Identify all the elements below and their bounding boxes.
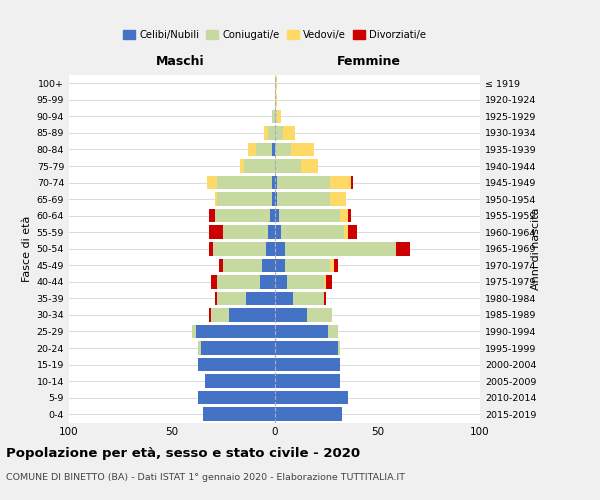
Bar xyxy=(307,308,332,322)
Bar xyxy=(275,258,285,272)
Bar xyxy=(244,159,275,173)
Bar xyxy=(287,275,324,288)
Bar xyxy=(330,192,346,206)
Bar xyxy=(277,176,330,190)
Bar xyxy=(192,324,196,338)
Bar xyxy=(275,292,293,305)
Bar xyxy=(330,176,350,190)
Bar xyxy=(291,142,314,156)
Text: COMUNE DI BINETTO (BA) - Dati ISTAT 1° gennaio 2020 - Elaborazione TUTTITALIA.IT: COMUNE DI BINETTO (BA) - Dati ISTAT 1° g… xyxy=(6,472,405,482)
Bar xyxy=(217,275,260,288)
Bar xyxy=(275,93,277,106)
Bar xyxy=(200,342,275,355)
Bar xyxy=(268,126,275,140)
Bar xyxy=(275,342,338,355)
Bar xyxy=(349,226,357,239)
Bar xyxy=(293,292,324,305)
Bar xyxy=(229,308,275,322)
Bar xyxy=(285,242,396,256)
Bar xyxy=(275,126,283,140)
Bar xyxy=(217,292,246,305)
Bar xyxy=(275,358,340,372)
Bar xyxy=(275,159,301,173)
Bar xyxy=(301,159,317,173)
Bar xyxy=(344,226,349,239)
Bar xyxy=(260,275,275,288)
Bar xyxy=(278,209,340,222)
Bar xyxy=(326,275,332,288)
Bar xyxy=(275,391,349,404)
Y-axis label: Anni di nascita: Anni di nascita xyxy=(530,208,541,290)
Bar xyxy=(283,126,295,140)
Bar xyxy=(340,209,349,222)
Bar xyxy=(275,275,287,288)
Bar xyxy=(223,226,268,239)
Bar xyxy=(272,142,275,156)
Bar xyxy=(275,408,343,421)
Bar xyxy=(275,324,328,338)
Bar xyxy=(324,292,326,305)
Bar xyxy=(275,308,307,322)
Bar xyxy=(334,258,338,272)
Bar xyxy=(199,391,275,404)
Bar xyxy=(277,192,330,206)
Bar xyxy=(275,176,277,190)
Bar xyxy=(219,258,223,272)
Bar xyxy=(275,76,277,90)
Bar xyxy=(272,110,275,123)
Bar xyxy=(209,209,215,222)
Bar xyxy=(275,374,340,388)
Bar xyxy=(330,258,334,272)
Bar xyxy=(275,226,281,239)
Bar xyxy=(272,176,275,190)
Bar xyxy=(262,258,275,272)
Bar xyxy=(215,192,217,206)
Bar xyxy=(203,408,275,421)
Bar xyxy=(199,342,200,355)
Bar xyxy=(215,209,271,222)
Bar xyxy=(211,275,217,288)
Bar xyxy=(196,324,275,338)
Bar xyxy=(338,342,340,355)
Text: Femmine: Femmine xyxy=(337,55,401,68)
Bar xyxy=(217,176,272,190)
Bar xyxy=(206,176,217,190)
Bar xyxy=(215,292,217,305)
Bar xyxy=(328,324,338,338)
Bar xyxy=(324,275,326,288)
Legend: Celibi/Nubili, Coniugati/e, Vedovi/e, Divorziati/e: Celibi/Nubili, Coniugati/e, Vedovi/e, Di… xyxy=(119,26,430,44)
Bar xyxy=(256,142,272,156)
Bar xyxy=(350,176,353,190)
Bar xyxy=(205,374,275,388)
Bar xyxy=(277,110,281,123)
Bar xyxy=(209,226,223,239)
Bar xyxy=(266,242,275,256)
Bar xyxy=(349,209,350,222)
Bar xyxy=(264,126,268,140)
Bar xyxy=(271,209,275,222)
Bar xyxy=(396,242,410,256)
Bar xyxy=(209,308,211,322)
Bar xyxy=(211,308,229,322)
Bar xyxy=(285,258,330,272)
Bar xyxy=(223,258,262,272)
Bar xyxy=(209,242,213,256)
Bar xyxy=(217,192,272,206)
Text: Maschi: Maschi xyxy=(155,55,204,68)
Bar xyxy=(239,159,244,173)
Bar xyxy=(281,226,344,239)
Bar xyxy=(199,358,275,372)
Bar xyxy=(272,192,275,206)
Bar xyxy=(246,292,275,305)
Bar xyxy=(275,209,278,222)
Bar xyxy=(268,226,275,239)
Text: Popolazione per età, sesso e stato civile - 2020: Popolazione per età, sesso e stato civil… xyxy=(6,448,360,460)
Y-axis label: Fasce di età: Fasce di età xyxy=(22,216,32,282)
Bar xyxy=(275,242,285,256)
Bar xyxy=(213,242,266,256)
Bar xyxy=(275,192,277,206)
Bar xyxy=(248,142,256,156)
Bar xyxy=(275,142,291,156)
Bar xyxy=(275,110,277,123)
